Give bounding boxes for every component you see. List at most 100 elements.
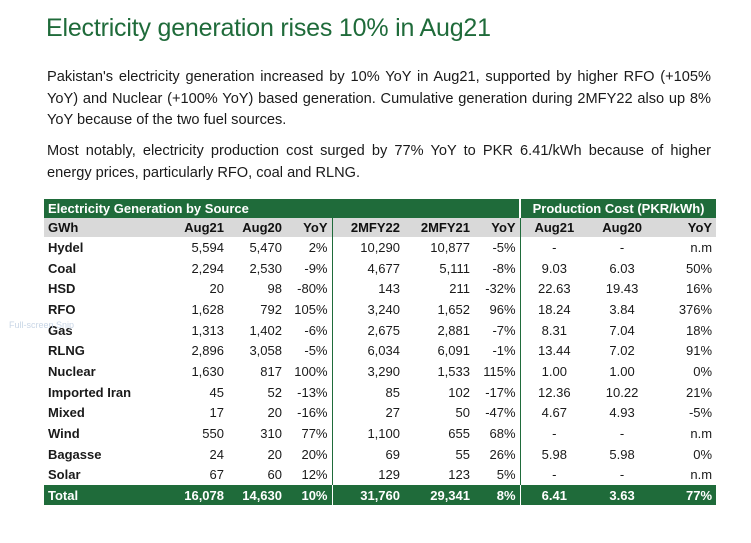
column-header: GWh [44,218,170,237]
table-cell: 1.00 [609,363,635,379]
table-cell: 1,652 [437,301,470,317]
table-cell: 12.36 [519,381,589,403]
table-row: Gas 1,313 1,402 -6% 2,675 2,881 -7% 8.31 7.04 18% [44,319,716,341]
table-row: RLNG 2,896 3,058 -5% 6,034 6,091 -1% 13.44 7.02 9… [44,340,716,362]
table-cell: n.m [690,467,713,483]
source-label: Solar [48,467,81,483]
column-header: 2MFY22 [331,218,404,237]
table-cell: 2,881 [437,322,470,338]
table-cell: 85 [331,381,404,403]
table-cell: 3,290 [331,361,404,382]
source-label: Coal [48,260,77,276]
table-cell: 45 [209,384,224,400]
table-cell: -32% [485,281,516,297]
table-cell: -5% [304,343,328,359]
table-cell: 1,628 [191,301,224,317]
table-cell: - [519,464,589,486]
table-cell: -17% [485,384,516,400]
page-title: Electricity generation rises 10% in Aug2… [46,14,491,42]
column-header: YoY [286,218,332,237]
table-cell: 6,091 [437,343,470,359]
column-header: YoY [474,218,521,237]
table-cell: 5,111 [439,260,470,276]
table-cell: 100% [294,363,328,379]
table-cell: 550 [202,426,224,442]
generation-table: Electricity Generation by Source Product… [44,199,717,506]
table-cell: 211 [449,281,470,297]
table-cell: 69 [331,443,404,465]
source-label: Gas [48,322,73,338]
table-cell: 2% [308,239,328,255]
column-header: Aug21 [519,218,589,237]
table-cell: 22.63 [519,278,589,300]
source-label: RLNG [48,343,85,359]
snip-overlay-label: Full-screen Snip [9,320,75,330]
table-cell: 12% [301,467,328,483]
table-cell: - [519,237,589,258]
table-cell: 4.93 [609,405,635,421]
table-cell: 29,341 [404,485,474,506]
table-cell: 5.98 [609,446,635,462]
table-cell: 5% [496,467,516,483]
table-cell: 817 [260,363,282,379]
table-cell: 98 [267,281,282,297]
table-cell: 143 [331,278,404,300]
table-cell: 20 [209,281,224,297]
table-cell: 123 [448,467,470,483]
table-row: Coal 2,294 2,530 -9% 4,677 5,111 -8% 9.03 6.03 50… [44,257,716,279]
table-row: Mixed 17 20 -16% 27 50 -47% 4.67 4.93 -5% [44,402,716,424]
table-cell: 91% [686,343,713,359]
table-cell: 310 [260,426,282,442]
table-cell: 50 [455,405,470,421]
table-cell: -8% [492,260,516,276]
column-header-row: GWh Aug21 Aug20 YoY 2MFY22 2MFY21 YoY Au… [44,218,717,237]
table-cell: 31,760 [331,485,404,506]
table-cell: 10% [286,485,332,506]
table-cell: 77% [656,485,717,506]
table-cell: -5% [688,405,713,421]
column-header: Aug20 [228,218,286,237]
table-cell: 20 [267,446,282,462]
table-row: Solar 67 60 12% 129 123 5% - - n.m [44,464,716,486]
table-cell: 52 [267,384,282,400]
table-cell: - [619,467,625,483]
table-cell: -16% [297,405,328,421]
table-row: Imported Iran 45 52 -13% 85 102 -17% 12.36 10.22… [44,381,716,403]
table-cell: 18% [686,322,713,338]
table-cell: 102 [448,384,470,400]
table-cell: 10,290 [331,237,404,258]
table-cell: - [519,423,589,444]
table-cell: 8% [474,485,521,506]
table-cell: 2,896 [191,343,224,359]
table-cell: 20 [267,405,282,421]
table-cell: 9.03 [519,257,589,279]
table-cell: 0% [693,363,713,379]
table-cell: 55 [455,446,470,462]
table-cell: 19.43 [605,281,639,297]
table-cell: 8.31 [519,319,589,341]
table-cell: 67 [209,467,224,483]
table-cell: 3.84 [609,301,635,317]
table-cell: -13% [297,384,328,400]
table-cell: - [619,239,625,255]
table-cell: 792 [260,301,282,317]
source-label: Wind [48,426,80,442]
table-cell: 5,470 [249,239,282,255]
table-cell: 16% [686,281,713,297]
table-cell: 7.02 [609,343,635,359]
paragraph-1: Pakistan's electricity generation increa… [47,69,711,128]
table-cell: 376% [678,301,713,317]
table-cell: 26% [489,446,516,462]
table-cell: 2,294 [191,260,224,276]
table-cell: -47% [485,405,516,421]
table-cell: -9% [304,260,328,276]
table-row: RFO 1,628 792 105% 3,240 1,652 96% 18.24 3.84 376… [44,299,716,320]
group-header-generation: Electricity Generation by Source [44,199,521,218]
source-label: Mixed [48,405,85,421]
table-cell: 1,630 [191,363,224,379]
table-cell: 3.63 [588,485,657,506]
table-cell: 7.04 [609,322,635,338]
table-cell: -7% [492,322,516,338]
table-cell: 21% [686,384,713,400]
table-cell: 105% [294,301,328,317]
